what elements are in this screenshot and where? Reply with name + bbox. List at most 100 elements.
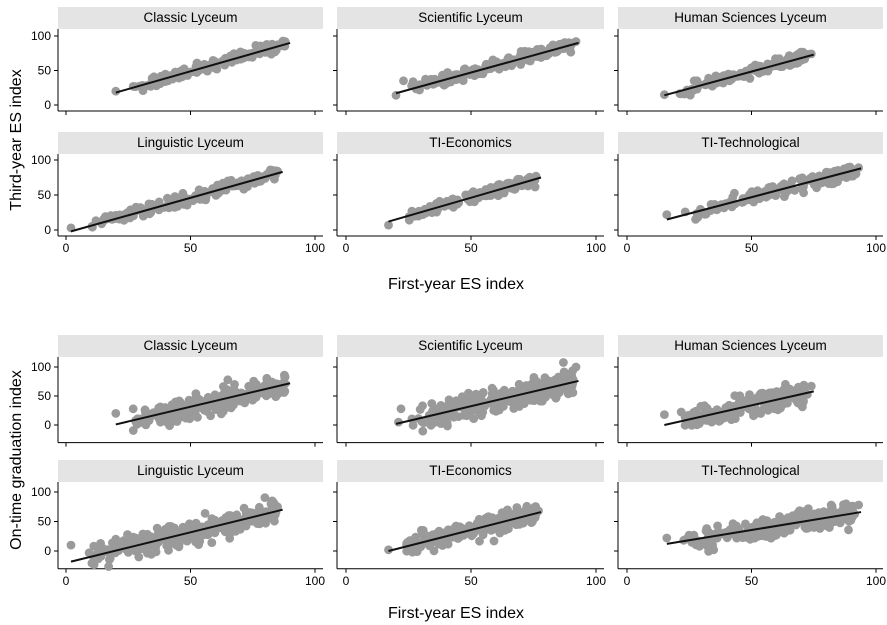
bottom-x-axis-title: First-year ES index bbox=[388, 605, 524, 622]
data-point bbox=[192, 396, 202, 406]
panel-strip bbox=[58, 460, 323, 482]
data-point bbox=[209, 402, 219, 412]
data-point bbox=[239, 184, 249, 194]
data-point bbox=[174, 539, 184, 549]
x-tick-label: 0 bbox=[343, 241, 350, 255]
data-point bbox=[559, 367, 569, 377]
panel-title: TI-Technological bbox=[701, 135, 799, 150]
data-point bbox=[200, 509, 210, 518]
panel-strip bbox=[618, 460, 883, 482]
data-point bbox=[764, 183, 774, 192]
data-point bbox=[130, 546, 140, 556]
fit-line bbox=[115, 41, 291, 94]
panel-scientific-lyceum: Scientific Lyceum bbox=[333, 335, 604, 447]
y-tick-label: 100 bbox=[31, 153, 51, 167]
top-x-axis-title: First-year ES index bbox=[388, 276, 524, 293]
panel-linguistic-lyceum: Linguistic Lyceum 0 50 100 0 50 100 bbox=[31, 460, 325, 588]
x-tick-label: 50 bbox=[745, 574, 759, 588]
data-point bbox=[412, 547, 422, 557]
y-tick-label: 100 bbox=[31, 485, 51, 499]
panel-scientific-lyceum: Scientific Lyceum bbox=[333, 7, 604, 115]
data-point bbox=[174, 396, 184, 406]
data-point bbox=[437, 415, 447, 424]
y-tick-label: 0 bbox=[44, 223, 51, 237]
data-point bbox=[707, 417, 717, 427]
data-point bbox=[111, 86, 121, 96]
scatter-points bbox=[662, 162, 863, 224]
data-point bbox=[542, 379, 552, 389]
data-point bbox=[704, 73, 713, 83]
data-point bbox=[232, 510, 242, 520]
x-tick-label: 100 bbox=[305, 241, 325, 255]
data-point bbox=[207, 538, 217, 547]
data-point bbox=[493, 191, 503, 201]
data-point bbox=[469, 414, 479, 424]
data-point bbox=[186, 406, 196, 416]
panel-strip bbox=[337, 335, 604, 357]
panel-title: Human Sciences Lyceum bbox=[674, 338, 827, 353]
data-point bbox=[451, 521, 461, 531]
data-point bbox=[514, 507, 523, 517]
data-point bbox=[473, 407, 483, 416]
data-point bbox=[689, 76, 699, 86]
data-point bbox=[104, 562, 113, 571]
data-point bbox=[799, 396, 808, 406]
on-time-graduation-chart: Classic Lyceum 0 50 100 Scientific Lyceum Hum… bbox=[31, 335, 886, 588]
data-point bbox=[438, 70, 447, 80]
fit-line bbox=[666, 167, 862, 221]
scatter-points bbox=[660, 47, 816, 100]
panel-strip bbox=[58, 7, 323, 29]
data-point bbox=[704, 527, 713, 537]
data-point bbox=[272, 389, 282, 398]
data-point bbox=[262, 373, 272, 383]
data-point bbox=[223, 375, 233, 385]
data-point bbox=[762, 516, 772, 525]
data-point bbox=[425, 541, 434, 551]
data-point bbox=[772, 387, 782, 396]
data-point bbox=[719, 413, 729, 423]
data-point bbox=[384, 545, 393, 555]
data-point bbox=[248, 395, 257, 405]
data-point bbox=[143, 548, 152, 558]
scatter-points bbox=[66, 165, 282, 233]
data-point bbox=[191, 537, 201, 547]
x-tick-label: 50 bbox=[464, 241, 478, 255]
data-point bbox=[240, 398, 250, 408]
data-point bbox=[160, 528, 169, 538]
y-tick-label: 0 bbox=[44, 418, 51, 432]
data-point bbox=[408, 420, 418, 430]
data-point bbox=[491, 515, 501, 524]
data-point bbox=[432, 404, 442, 413]
data-point bbox=[514, 394, 524, 404]
fit-line bbox=[115, 382, 291, 426]
data-point bbox=[464, 388, 473, 398]
data-point bbox=[839, 164, 849, 174]
panel-title: Scientific Lyceum bbox=[418, 338, 523, 353]
data-point bbox=[270, 516, 279, 526]
data-point bbox=[66, 540, 76, 550]
data-point bbox=[230, 380, 239, 389]
x-tick-label: 100 bbox=[305, 574, 325, 588]
scatter-points bbox=[111, 36, 290, 96]
x-tick-label: 0 bbox=[624, 574, 631, 588]
data-point bbox=[229, 400, 238, 410]
data-point bbox=[164, 545, 173, 555]
data-point bbox=[179, 64, 189, 74]
data-point bbox=[418, 426, 428, 436]
data-point bbox=[241, 509, 251, 518]
x-tick-label: 0 bbox=[624, 241, 631, 255]
data-point bbox=[273, 502, 282, 512]
data-point bbox=[105, 555, 114, 565]
data-point bbox=[154, 403, 164, 413]
data-point bbox=[713, 521, 722, 531]
data-point bbox=[841, 499, 851, 509]
data-point bbox=[140, 406, 150, 415]
data-point bbox=[169, 523, 179, 533]
data-point bbox=[529, 374, 539, 384]
data-point bbox=[194, 185, 204, 195]
data-point bbox=[472, 392, 482, 401]
y-tick-label: 0 bbox=[44, 98, 51, 112]
data-point bbox=[760, 403, 769, 413]
panel-human-sciences-lyceum: Human Sciences Lyceum bbox=[614, 7, 883, 115]
